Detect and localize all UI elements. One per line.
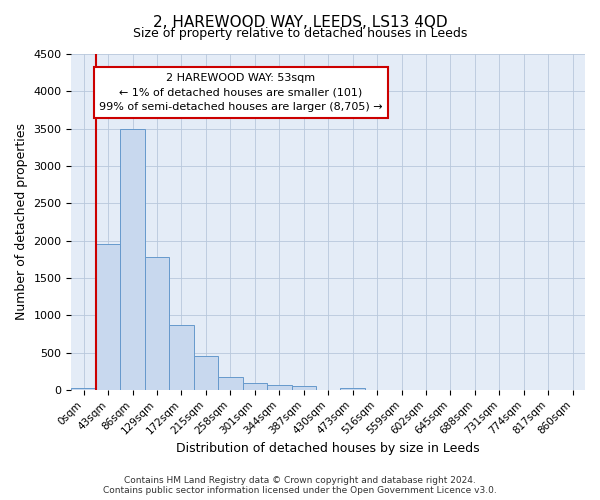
- Text: Contains HM Land Registry data © Crown copyright and database right 2024.
Contai: Contains HM Land Registry data © Crown c…: [103, 476, 497, 495]
- Bar: [169, 324, 194, 390]
- Bar: [71, 388, 96, 390]
- Bar: [242, 383, 267, 390]
- Text: 2, HAREWOOD WAY, LEEDS, LS13 4QD: 2, HAREWOOD WAY, LEEDS, LS13 4QD: [152, 15, 448, 30]
- Bar: [340, 388, 365, 390]
- Bar: [218, 377, 242, 390]
- Bar: [121, 128, 145, 390]
- Bar: [145, 258, 169, 390]
- Bar: [267, 386, 292, 390]
- Text: Size of property relative to detached houses in Leeds: Size of property relative to detached ho…: [133, 28, 467, 40]
- Bar: [292, 386, 316, 390]
- Text: 2 HAREWOOD WAY: 53sqm
← 1% of detached houses are smaller (101)
99% of semi-deta: 2 HAREWOOD WAY: 53sqm ← 1% of detached h…: [99, 73, 383, 112]
- Bar: [194, 356, 218, 390]
- Bar: [96, 244, 121, 390]
- X-axis label: Distribution of detached houses by size in Leeds: Distribution of detached houses by size …: [176, 442, 480, 455]
- Y-axis label: Number of detached properties: Number of detached properties: [15, 124, 28, 320]
